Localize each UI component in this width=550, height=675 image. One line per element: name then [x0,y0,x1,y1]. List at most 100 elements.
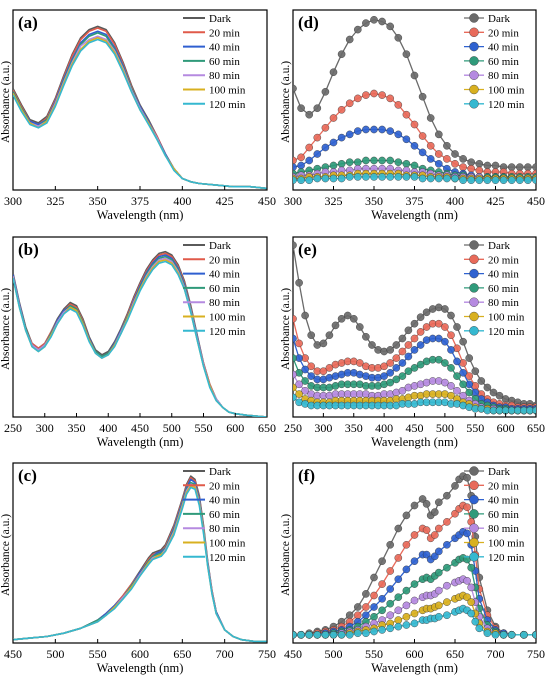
data-point [434,334,443,343]
data-point [297,161,305,170]
data-point [402,613,411,621]
legend-label: 20 min [488,254,519,266]
panel-label: (d) [298,13,319,32]
data-point [319,339,328,348]
data-point [463,577,471,585]
x-axis-label: Wavelength (nm) [371,435,458,449]
legend-label: 80 min [209,70,240,82]
legend-item: 60 min [183,56,240,68]
data-point [416,313,425,322]
x-tick-label: 300 [314,421,332,435]
legend-label: 20 min [209,254,240,266]
legend: Dark 20 min 40 min 60 min 80 min 100 min 120 m… [183,240,246,338]
data-point [434,319,443,328]
legend-label: 60 min [209,56,240,68]
legend-item: 60 min [183,283,240,295]
data-point [443,598,451,606]
data-point [441,359,449,367]
data-point [293,163,297,171]
data-point [386,22,395,31]
data-point [471,367,480,376]
data-point [516,163,524,171]
data-point [325,364,334,372]
legend-marker [469,99,479,109]
data-point [465,372,474,380]
data-point [398,386,407,395]
data-point [370,627,378,636]
panel-label: (e) [298,240,317,259]
data-point [319,367,328,376]
legend-marker [469,297,479,307]
data-point [507,163,516,171]
data-point [386,567,395,575]
x-tick-label: 700 [487,647,505,661]
x-tick-label: 550 [365,647,383,661]
data-point [386,585,395,593]
x-tick-label: 450 [284,647,302,661]
data-point [410,161,419,170]
legend-marker [469,523,479,533]
data-point [410,319,419,328]
data-point [451,174,459,183]
x-tick-label: 550 [195,421,213,435]
legend-label: 120 min [488,552,525,564]
data-point [404,367,413,376]
x-tick-label: 750 [527,647,545,661]
data-point [447,346,455,354]
data-point [297,176,305,184]
legend-label: Dark [488,13,510,25]
data-point [402,135,411,144]
x-tick-label: 425 [487,194,505,208]
data-point [447,331,455,340]
data-point [467,609,476,618]
data-point [451,509,459,518]
data-point [402,621,411,629]
data-point [297,104,305,112]
legend-item: 60 min [464,283,519,295]
legend-label: 80 min [488,523,519,535]
data-point [325,331,334,340]
data-point [392,354,401,362]
legend-label: 20 min [488,480,519,492]
data-point [386,359,395,367]
data-point [355,323,364,331]
data-point [447,364,455,372]
x-axis-label: Wavelength (nm) [97,208,184,222]
data-point [337,314,346,323]
data-point [329,161,338,170]
data-point [297,153,305,162]
data-point [345,99,354,108]
legend-item: 60 min [183,509,240,521]
data-point [459,337,467,346]
x-tick-label: 650 [173,647,191,661]
data-point [402,50,411,59]
x-axis-label: Wavelength (nm) [371,661,458,675]
data-point [430,508,439,516]
legend-label: 60 min [209,509,240,521]
data-point [337,133,346,142]
legend-item: 120 min [183,99,246,111]
legend-item: 20 min [183,27,240,39]
data-point [532,406,536,415]
data-point [370,125,378,134]
data-point [295,339,303,348]
data-point [520,631,528,639]
data-point [386,156,395,165]
data-point [329,631,338,639]
legend-item: 80 min [183,70,240,82]
legend-marker [469,27,479,37]
legend-label: 120 min [209,552,246,564]
data-point [380,372,388,380]
data-point [441,378,449,387]
data-point [337,174,346,183]
legend-item: 60 min [464,56,519,68]
x-tick-label: 350 [89,194,107,208]
legend-marker [469,240,479,250]
data-point [422,550,431,559]
legend-item: 120 min [464,552,525,564]
data-point [410,346,419,354]
data-point [467,563,476,572]
data-point [447,311,455,320]
data-point [378,156,386,165]
data-point [499,631,508,639]
